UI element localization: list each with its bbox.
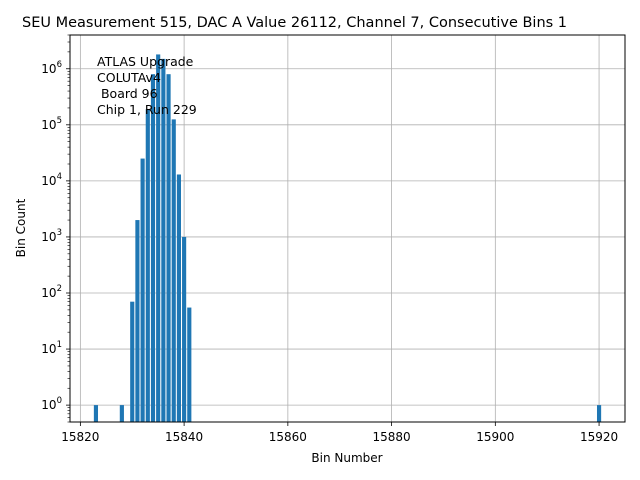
y-tick-base: 10: [41, 174, 56, 188]
y-tick-label: 102: [41, 284, 62, 300]
bar: [140, 158, 145, 422]
chart-title: SEU Measurement 515, DAC A Value 26112, …: [22, 15, 567, 31]
annotation-line: ATLAS Upgrade: [97, 54, 194, 69]
y-tick-base: 10: [41, 286, 56, 300]
annotation-line: Board 96: [97, 86, 158, 101]
annotation-line: COLUTAv4: [97, 70, 161, 85]
bar: [161, 58, 166, 423]
y-tick-exponent: 0: [57, 396, 62, 406]
bar: [176, 174, 181, 422]
y-tick-exponent: 1: [57, 340, 62, 350]
bar: [156, 54, 161, 422]
x-axis-ticks: 15820 15840 15860 15880 15900 15920: [61, 422, 618, 444]
y-tick-exponent: 5: [57, 116, 62, 126]
y-tick-base: 10: [41, 342, 56, 356]
bar: [119, 405, 124, 422]
y-tick-label: 100: [41, 396, 62, 412]
y-tick-exponent: 4: [57, 172, 62, 182]
y-tick-base: 10: [41, 230, 56, 244]
bar: [145, 109, 150, 422]
bar: [130, 301, 135, 422]
bar: [93, 405, 99, 422]
y-axis-label: Bin Count: [14, 198, 28, 257]
y-tick-base: 10: [41, 398, 56, 412]
bars: [93, 54, 602, 423]
y-tick-base: 10: [41, 62, 56, 76]
bar: [596, 405, 602, 422]
y-tick-base: 10: [41, 118, 56, 132]
bar: [135, 220, 140, 422]
y-tick-label: 103: [41, 228, 62, 244]
x-tick-label: 15840: [165, 430, 203, 444]
y-tick-label: 104: [41, 172, 62, 188]
y-tick-label: 101: [41, 340, 62, 356]
bar: [182, 236, 187, 422]
y-tick-label: 106: [41, 60, 62, 76]
x-tick-label: 15880: [372, 430, 410, 444]
y-tick-label: 105: [41, 116, 62, 132]
bar: [171, 119, 176, 422]
y-tick-exponent: 3: [57, 228, 62, 238]
x-tick-label: 15860: [269, 430, 307, 444]
plot-frame: [69, 34, 626, 423]
x-axis-label: Bin Number: [311, 451, 382, 465]
bar: [187, 307, 192, 422]
bar: [166, 74, 171, 423]
bar: [150, 74, 156, 423]
y-tick-exponent: 6: [57, 60, 62, 70]
annotation-line: Chip 1, Run 229: [97, 102, 197, 117]
x-tick-label: 15820: [61, 430, 99, 444]
y-tick-exponent: 2: [57, 284, 62, 294]
x-tick-label: 15900: [476, 430, 514, 444]
x-tick-label: 15920: [580, 430, 618, 444]
